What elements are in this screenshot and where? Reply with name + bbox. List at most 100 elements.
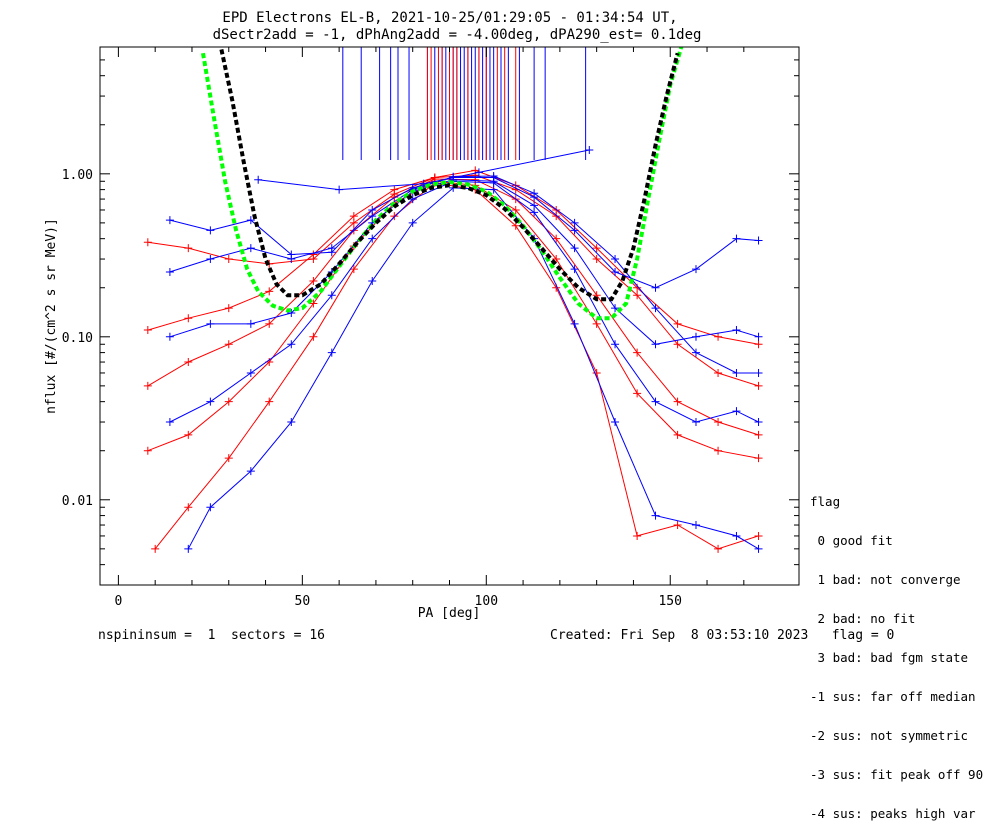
data-point-blue (287, 340, 296, 349)
legend-item: -1 sus: far off median (810, 689, 976, 704)
data-point-red (265, 397, 274, 406)
data-point-red (633, 389, 642, 398)
data-point-blue (184, 544, 193, 553)
data-point-blue (327, 291, 336, 300)
data-point-red (552, 234, 561, 243)
data-point-red (714, 544, 723, 553)
data-point-red (184, 503, 193, 512)
data-point-blue (489, 171, 498, 180)
data-point-red (309, 332, 318, 341)
data-point-red (633, 291, 642, 300)
data-point-blue (530, 189, 539, 198)
data-point-red (349, 218, 358, 227)
data-point-blue (530, 208, 539, 217)
data-point-blue (732, 531, 741, 540)
series-line-red (154, 182, 759, 550)
data-point-blue (419, 179, 428, 188)
legend-item: -2 sus: not symmetric (810, 728, 969, 743)
data-point-red (673, 319, 682, 328)
data-point-blue (754, 236, 763, 245)
footer-right: Created: Fri Sep 8 03:53:10 2023 flag = … (550, 628, 895, 643)
data-point-red (309, 299, 318, 308)
data-point-blue (254, 175, 263, 184)
data-point-red (592, 319, 601, 328)
data-point-red (143, 446, 152, 455)
data-point-red (592, 244, 601, 253)
series-line-red (147, 178, 759, 436)
data-point-blue (165, 418, 174, 427)
data-point-blue (287, 418, 296, 427)
data-point-red (714, 446, 723, 455)
data-point-blue (206, 319, 215, 328)
data-point-red (224, 340, 233, 349)
series-line-blue (169, 175, 759, 374)
data-point-blue (570, 265, 579, 274)
data-point-red (754, 454, 763, 463)
data-point-red (224, 304, 233, 313)
data-point-blue (754, 544, 763, 553)
data-point-red (184, 358, 193, 367)
legend-item: 3 bad: bad fgm state (810, 650, 969, 665)
data-point-red (592, 368, 601, 377)
data-point-red (714, 418, 723, 427)
data-point-blue (732, 234, 741, 243)
fit-curve-black (219, 48, 680, 302)
data-point-red (552, 212, 561, 221)
data-point-red (224, 397, 233, 406)
data-point-blue (287, 308, 296, 317)
x-tick-label: 50 (295, 594, 311, 609)
data-point-red (184, 430, 193, 439)
data-point-blue (754, 418, 763, 427)
data-point-red (265, 287, 274, 296)
data-point-blue (287, 255, 296, 264)
data-point-blue (246, 467, 255, 476)
data-point-blue (368, 234, 377, 243)
chart-title-line2: dSectr2add = -1, dPhAng2add = -4.00deg, … (213, 27, 702, 43)
data-point-blue (732, 407, 741, 416)
data-point-blue (408, 218, 417, 227)
data-point-blue (611, 304, 620, 313)
data-point-red (224, 255, 233, 264)
data-point-red (714, 368, 723, 377)
footer-left: nspininsum = 1 sectors = 16 (98, 628, 325, 643)
flag-legend: flag 0 good fit 1 bad: not converge 2 ba… (810, 469, 983, 833)
data-point-red (754, 531, 763, 540)
data-point-red (309, 276, 318, 285)
data-point-blue (246, 244, 255, 253)
chart-title-line1: EPD Electrons EL-B, 2021-10-25/01:29:05 … (222, 10, 677, 26)
data-point-red (633, 531, 642, 540)
data-point-blue (368, 212, 377, 221)
data-point-red (224, 454, 233, 463)
data-point-red (143, 381, 152, 390)
y-tick-label: 1.00 (62, 168, 93, 183)
series-line-red (147, 169, 759, 345)
legend-item: -4 sus: peaks high var (810, 806, 976, 821)
x-axis-label: PA [deg] (418, 606, 481, 621)
chart: EPD Electrons EL-B, 2021-10-25/01:29:05 … (44, 10, 800, 621)
data-point-blue (570, 218, 579, 227)
data-point-red (511, 221, 520, 230)
axis-ticks: 0 50 100 150 0.01 0.10 1.00 (62, 46, 799, 609)
data-point-blue (651, 397, 660, 406)
data-point-red (714, 332, 723, 341)
data-point-red (673, 340, 682, 349)
legend-item: 0 good fit (810, 533, 893, 548)
data-point-red (151, 544, 160, 553)
data-point-red (754, 381, 763, 390)
data-point-red (552, 255, 561, 264)
data-point-red (349, 212, 358, 221)
data-point-blue (651, 511, 660, 520)
data-point-blue (651, 304, 660, 313)
data-point-blue (611, 418, 620, 427)
data-point-red (265, 319, 274, 328)
data-point-blue (611, 255, 620, 264)
data-point-blue (206, 226, 215, 235)
data-point-red (754, 430, 763, 439)
data-point-red (143, 326, 152, 335)
data-point-red (673, 521, 682, 530)
data-point-red (511, 205, 520, 214)
y-axis-label: nflux [#/(cm^2 s sr MeV)] (44, 218, 59, 414)
data-point-red (633, 348, 642, 357)
data-point-blue (246, 368, 255, 377)
data-point-red (673, 430, 682, 439)
